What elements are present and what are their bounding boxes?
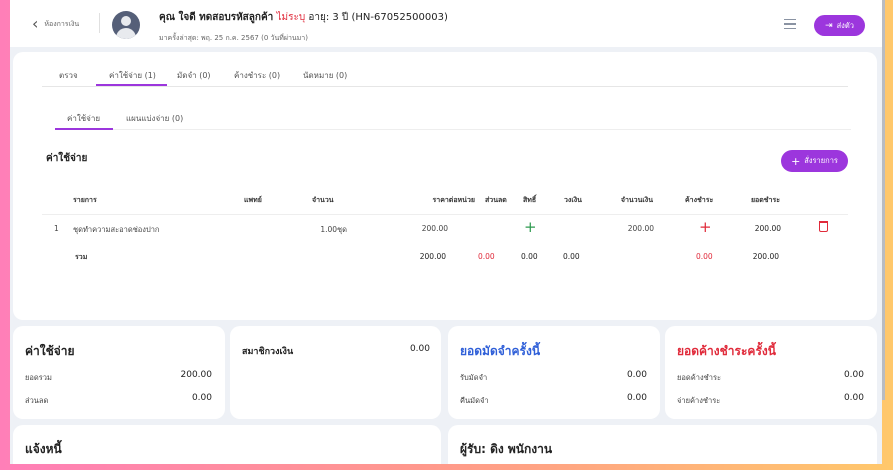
row-amount: 200.00 bbox=[627, 224, 654, 233]
app-frame: ‹ ห้องการเงิน คุณ ใจดี ทดสอบรหัสลูกค้า ไ… bbox=[10, 0, 882, 464]
tab-expense-underline bbox=[96, 84, 167, 86]
avatar bbox=[112, 11, 140, 39]
receive-deposit-value: 0.00 bbox=[626, 370, 647, 380]
col-doctor: แพทย์ bbox=[244, 196, 262, 204]
receive-deposit-label: รับมัดจำ bbox=[460, 373, 488, 382]
col-discount: ส่วนลด bbox=[485, 196, 507, 204]
patient-name: คุณ ใจดี ทดสอบรหัสลูกค้า bbox=[159, 12, 274, 23]
total-unit-price: 200.00 bbox=[419, 252, 446, 261]
col-credit: วงเงิน bbox=[564, 196, 582, 204]
patient-title: คุณ ใจดี ทดสอบรหัสลูกค้า ไม่ระบุ อายุ: 3… bbox=[159, 10, 448, 25]
scrollbar[interactable] bbox=[882, 0, 885, 400]
member-credit-title: สมาชิกวงเงิน bbox=[242, 347, 294, 357]
total-value: 200.00 bbox=[180, 370, 213, 380]
menu-icon[interactable] bbox=[784, 19, 796, 29]
total-paid: 200.00 bbox=[752, 252, 779, 261]
total-label: รวม bbox=[75, 253, 88, 261]
table-header-divider bbox=[42, 214, 848, 215]
subtab-underline bbox=[55, 128, 113, 130]
add-order-label: สั่งรายการ bbox=[804, 156, 838, 165]
outstanding-label: ยอดค้างชำระ bbox=[677, 373, 722, 382]
invoice-card: แจ้งหนี้ bbox=[13, 425, 441, 464]
tab-exam[interactable]: ตรวจ bbox=[59, 71, 78, 80]
col-item: รายการ bbox=[73, 196, 97, 204]
invoice-title: แจ้งหนี้ bbox=[25, 442, 62, 456]
trash-icon[interactable] bbox=[819, 221, 828, 232]
col-amount: จำนวนเงิน bbox=[620, 196, 653, 204]
chevron-left-icon: ‹ bbox=[32, 14, 39, 33]
send-button[interactable]: ⇥ ส่งตัว bbox=[814, 15, 865, 36]
section-title: ค่าใช้จ่าย bbox=[46, 153, 88, 164]
col-privilege: สิทธิ์ bbox=[523, 196, 537, 204]
plus-icon: + bbox=[791, 154, 801, 168]
discount-value: 0.00 bbox=[191, 393, 212, 403]
deposit-card: ยอดมัดจำครั้งนี้ รับมัดจำ 0.00 คืนมัดจำ … bbox=[448, 326, 660, 419]
send-label: ส่งตัว bbox=[836, 20, 854, 30]
row-unit-price: 200.00 bbox=[421, 224, 448, 233]
tab-outstanding[interactable]: ค้างชำระ (0) bbox=[234, 71, 281, 80]
tab-appointment[interactable]: นัดหมาย (0) bbox=[303, 71, 348, 80]
deposit-title: ยอดมัดจำครั้งนี้ bbox=[460, 344, 541, 358]
add-order-button[interactable]: + สั่งรายการ bbox=[781, 150, 848, 172]
discount-label: ส่วนลด bbox=[25, 396, 49, 405]
col-qty: จำนวน bbox=[312, 196, 334, 204]
divider bbox=[99, 13, 100, 33]
main-card: ตรวจ ค่าใช้จ่าย (1) มัดจำ (0) ค้างชำระ (… bbox=[13, 52, 877, 320]
last-visit: มาครั้งล่าสุด: พฤ. 25 ก.ค. 2567 (0 วันที… bbox=[159, 34, 308, 42]
row-paid: 200.00 bbox=[754, 224, 781, 233]
outstanding-title: ยอดค้างชำระครั้งนี้ bbox=[677, 344, 776, 358]
col-paid: ยอดชำระ bbox=[750, 196, 780, 204]
subtab-expense[interactable]: ค่าใช้จ่าย bbox=[67, 114, 101, 123]
outstanding-card: ยอดค้างชำระครั้งนี้ ยอดค้างชำระ 0.00 จ่า… bbox=[665, 326, 877, 419]
pay-outstanding-label: จ่ายค้างชำระ bbox=[677, 396, 721, 405]
subtab-installment[interactable]: แผนแบ่งจ่าย (0) bbox=[126, 114, 184, 123]
member-credit-value: 0.00 bbox=[409, 344, 430, 354]
col-unit-price: ราคาต่อหน่วย bbox=[432, 196, 476, 204]
add-outstanding-icon[interactable]: + bbox=[699, 218, 712, 236]
receiver-card: ผู้รับ: ดิง พนักงาน bbox=[448, 425, 877, 464]
total-outstanding: 0.00 bbox=[696, 252, 713, 261]
member-credit-card: สมาชิกวงเงิน 0.00 bbox=[230, 326, 441, 419]
total-privilege: 0.00 bbox=[521, 252, 538, 261]
refund-deposit-label: คืนมัดจำ bbox=[460, 396, 489, 405]
back-button[interactable]: ‹ ห้องการเงิน bbox=[32, 16, 79, 32]
expense-summary-card: ค่าใช้จ่าย ยอดรวม 200.00 ส่วนลด 0.00 bbox=[13, 326, 225, 419]
tab-expense[interactable]: ค่าใช้จ่าย (1) bbox=[109, 71, 156, 80]
age-hn: อายุ: 3 ปี (HN-67052500003) bbox=[308, 12, 448, 23]
total-label: ยอดรวม bbox=[25, 373, 52, 382]
row-item-link[interactable]: ชุดทำความสะอาดช่องปาก bbox=[73, 225, 160, 234]
gender: ไม่ระบุ bbox=[276, 12, 306, 23]
back-label: ห้องการเงิน bbox=[44, 19, 80, 28]
outstanding-value: 0.00 bbox=[843, 370, 864, 380]
patient-header: ‹ ห้องการเงิน คุณ ใจดี ทดสอบรหัสลูกค้า ไ… bbox=[10, 0, 882, 47]
refund-deposit-value: 0.00 bbox=[626, 393, 647, 403]
expense-summary-title: ค่าใช้จ่าย bbox=[25, 344, 75, 358]
total-discount: 0.00 bbox=[478, 252, 495, 261]
tab-bar bbox=[42, 86, 848, 87]
col-outstanding: ค้างชำระ bbox=[685, 196, 714, 204]
add-privilege-icon[interactable]: + bbox=[524, 218, 537, 236]
receiver-title: ผู้รับ: ดิง พนักงาน bbox=[460, 442, 553, 456]
tab-deposit[interactable]: มัดจำ (0) bbox=[177, 71, 211, 80]
row-number: 1 bbox=[54, 224, 59, 233]
logout-icon: ⇥ bbox=[825, 20, 833, 31]
subtab-bar bbox=[55, 129, 851, 130]
total-credit: 0.00 bbox=[563, 252, 580, 261]
row-qty: 1.00ชุด bbox=[320, 225, 347, 234]
pay-outstanding-value: 0.00 bbox=[843, 393, 864, 403]
